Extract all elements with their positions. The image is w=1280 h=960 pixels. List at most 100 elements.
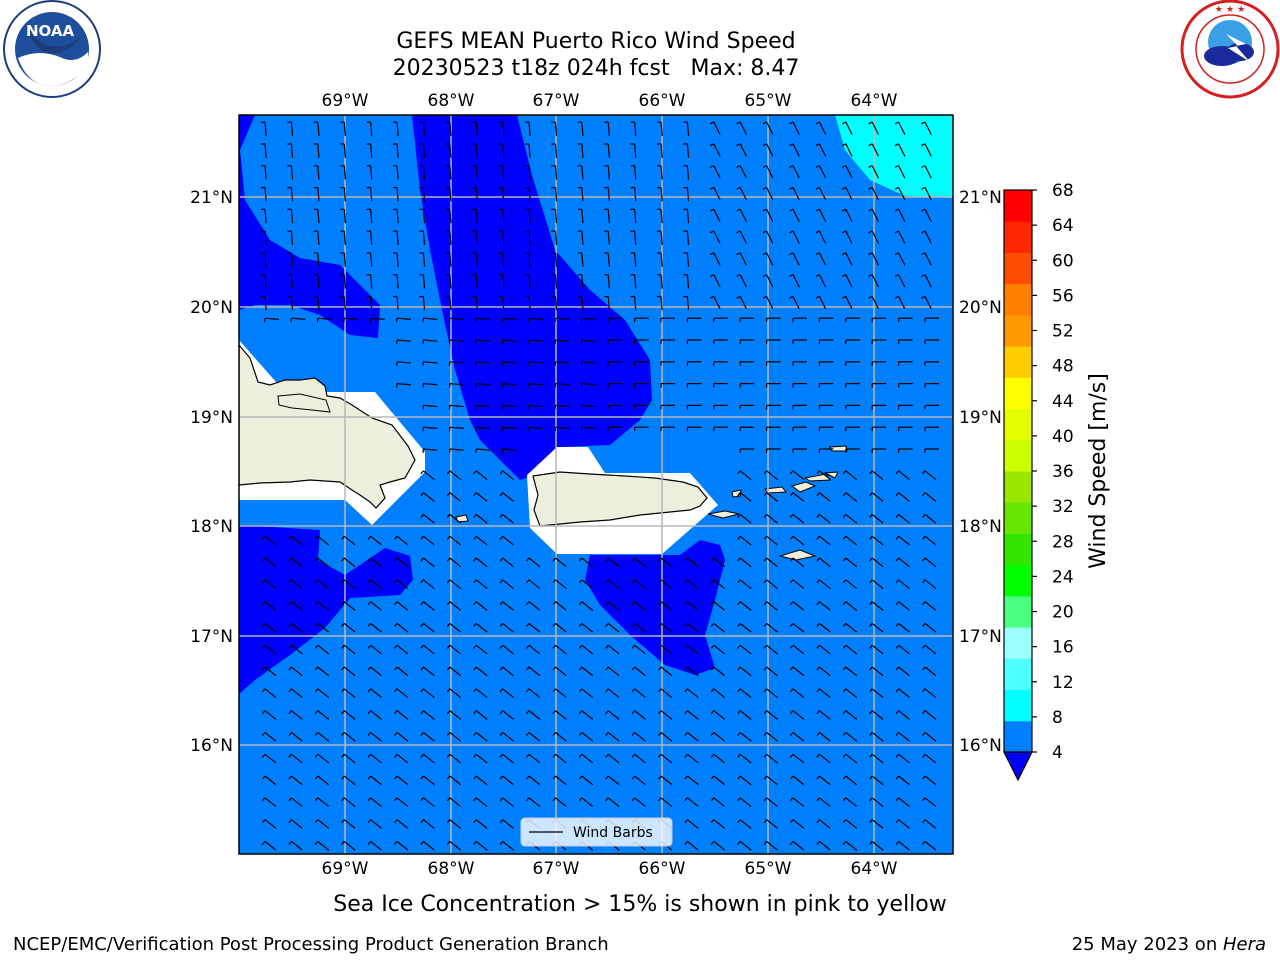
wind-barb [577,186,584,202]
wind-barb [713,317,728,323]
wind-barb [789,252,800,266]
wind-barb [446,579,462,590]
wind-barb [552,753,567,764]
wind-barb [419,165,426,180]
wind-barb [816,513,831,524]
wind-barb [288,797,303,808]
wind-barb [895,840,910,851]
wind-barb [684,666,699,677]
wind-barb [446,775,462,786]
wind-barb [816,557,831,568]
wind-barb [842,775,858,786]
wind-barb [895,557,910,568]
wind-barb [765,404,781,410]
wind-barb [341,819,356,829]
wind-barb [631,644,646,655]
wind-barb [660,426,675,432]
wind-barb [473,666,488,677]
wind-barb [792,339,807,344]
wind-barb [869,797,884,808]
lat-labels-right: 21°N 20°N 19°N 18°N 17°N 16°N [959,188,1002,756]
wind-barb [554,361,570,366]
wind-barb [394,840,409,851]
colorbar-tick-label: 36 [1052,462,1074,482]
wind-barb [921,252,932,266]
wind-barb [922,731,937,742]
wind-barb [789,208,800,222]
wind-barb [631,666,646,677]
wind-barb [789,186,800,201]
wind-barb [260,252,267,267]
wind-barb [524,252,531,267]
wind-barb [736,274,747,288]
wind-barb [869,666,884,677]
wind-barb [737,535,752,546]
wind-barb [658,797,673,808]
wind-barb [366,295,373,311]
wind-barb [446,513,462,524]
lon-label-top: 67°W [533,91,580,111]
wind-barb [922,513,937,524]
wind-barb [287,252,294,267]
wind-barb [472,252,478,267]
title-line-1: GEFS MEAN Puerto Rico Wind Speed [396,29,795,54]
wind-barb [341,644,356,655]
wind-barb [869,710,884,720]
wind-barb [605,797,620,808]
wind-barb [580,383,596,388]
wind-barb [501,404,517,410]
wind-barb [419,208,426,224]
wind-barb [420,470,435,481]
wind-barb [660,317,675,323]
colorbar-tick-label: 28 [1052,532,1074,552]
wind-barb [367,775,382,786]
wind-barb [818,361,834,366]
wind-barb [341,753,356,764]
wind-barb [577,274,584,289]
wind-barb [790,840,805,851]
wind-barb [552,775,567,786]
lat-label-left: 20°N [190,298,233,318]
wind-barb [765,426,781,432]
wind-barb [420,557,435,568]
wind-barb [790,797,805,808]
wind-barb [340,295,346,311]
wind-barb [475,383,491,388]
lon-label-bottom: 66°W [639,859,686,879]
wind-barb [314,688,330,699]
wind-barb [894,252,906,266]
wind-barb [499,513,514,524]
wind-barb [842,797,858,808]
wind-barb [551,252,558,267]
wind-barb [473,775,488,786]
lat-label-right: 18°N [959,517,1002,537]
lon-label-top: 64°W [851,91,898,111]
wind-barb [366,252,373,267]
wind-barb [367,622,382,633]
wind-barb [656,121,663,137]
colorbar-segment [1004,502,1032,534]
wind-barb [869,840,884,851]
wind-barb [605,557,620,568]
wind-barb [842,753,858,764]
wind-barb [287,121,294,137]
wind-barb [763,753,778,764]
wind-barb [552,579,567,590]
wind-barb [446,622,462,633]
wind-barb [762,230,774,244]
wind-barb [313,186,320,202]
wind-barb [869,557,884,568]
wind-barb [737,710,752,720]
wind-barb [658,731,673,742]
wind-barb [552,622,567,633]
colorbar-tick-label: 40 [1052,427,1074,447]
wind-barb [842,579,858,590]
colorbar-tick-label: 56 [1052,286,1074,306]
wind-barb [656,252,663,267]
wind-barb [790,731,805,742]
wind-barb [314,840,330,851]
wind-barb [473,840,488,851]
wind-barb [288,710,303,720]
wind-barb [658,666,673,677]
